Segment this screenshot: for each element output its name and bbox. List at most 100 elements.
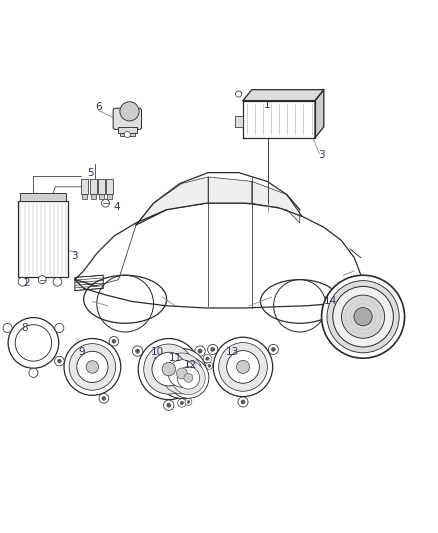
Circle shape (86, 361, 99, 373)
Circle shape (236, 91, 242, 97)
Circle shape (206, 362, 213, 369)
Text: 4: 4 (113, 201, 120, 212)
Circle shape (219, 343, 267, 391)
Circle shape (327, 280, 399, 353)
Circle shape (77, 351, 108, 383)
Polygon shape (75, 203, 361, 308)
Circle shape (187, 400, 190, 403)
FancyBboxPatch shape (113, 108, 141, 130)
Circle shape (321, 275, 405, 358)
Circle shape (162, 362, 176, 376)
Circle shape (57, 359, 61, 363)
Bar (81, 179, 88, 195)
Bar (120, 133, 134, 136)
Circle shape (55, 356, 64, 366)
Circle shape (155, 357, 158, 360)
Circle shape (102, 397, 106, 400)
Circle shape (208, 344, 218, 354)
Bar (235, 116, 243, 126)
Text: 3: 3 (71, 251, 78, 261)
Text: 5: 5 (87, 168, 93, 177)
Circle shape (102, 199, 110, 207)
Circle shape (3, 324, 12, 333)
Bar (82, 193, 88, 199)
Circle shape (124, 132, 131, 138)
Circle shape (18, 277, 27, 286)
Circle shape (166, 403, 171, 407)
Polygon shape (208, 177, 252, 203)
Circle shape (203, 354, 212, 363)
Polygon shape (252, 181, 300, 223)
Bar (118, 127, 137, 133)
Circle shape (132, 346, 143, 356)
Circle shape (354, 308, 372, 326)
Circle shape (29, 368, 38, 377)
Bar (107, 193, 112, 199)
Bar (106, 179, 113, 195)
Bar (99, 193, 104, 199)
Circle shape (53, 277, 62, 286)
Circle shape (152, 354, 161, 363)
Circle shape (152, 352, 186, 386)
Circle shape (333, 286, 393, 347)
Bar (20, 193, 66, 201)
Circle shape (185, 399, 192, 406)
Circle shape (198, 349, 202, 353)
Circle shape (55, 324, 64, 333)
Text: 2: 2 (24, 278, 30, 288)
Circle shape (271, 348, 276, 351)
Text: 11: 11 (169, 353, 182, 363)
Circle shape (164, 362, 171, 369)
Text: 3: 3 (318, 150, 325, 160)
Circle shape (164, 400, 174, 410)
Circle shape (166, 365, 169, 367)
Circle shape (64, 338, 121, 395)
Circle shape (15, 325, 52, 361)
Circle shape (8, 318, 59, 368)
Circle shape (342, 295, 385, 338)
Circle shape (157, 349, 207, 399)
Circle shape (237, 360, 250, 374)
Circle shape (211, 348, 215, 351)
Circle shape (238, 397, 248, 407)
Circle shape (144, 344, 194, 394)
Polygon shape (243, 101, 315, 138)
Circle shape (177, 367, 200, 389)
Circle shape (168, 360, 196, 387)
Text: 6: 6 (95, 102, 102, 112)
Circle shape (135, 349, 140, 353)
Circle shape (38, 276, 46, 284)
Circle shape (208, 365, 211, 367)
Circle shape (120, 102, 139, 121)
Bar (91, 193, 95, 199)
Circle shape (162, 353, 202, 394)
Circle shape (168, 358, 209, 398)
Circle shape (97, 275, 153, 332)
Polygon shape (315, 90, 324, 138)
Circle shape (241, 400, 245, 404)
Text: 1: 1 (264, 100, 270, 110)
Circle shape (177, 368, 187, 379)
Circle shape (180, 401, 184, 405)
Text: 10: 10 (151, 346, 164, 357)
Text: 9: 9 (78, 346, 85, 357)
Circle shape (172, 361, 205, 394)
Circle shape (206, 357, 209, 360)
Circle shape (138, 338, 199, 400)
Circle shape (178, 399, 186, 407)
Circle shape (213, 337, 273, 397)
Circle shape (184, 373, 193, 382)
Polygon shape (243, 90, 324, 101)
Text: 14: 14 (324, 296, 337, 306)
Text: 12: 12 (184, 360, 197, 370)
Bar (18, 201, 68, 277)
Bar (90, 179, 96, 195)
Circle shape (112, 340, 116, 343)
Circle shape (69, 344, 116, 390)
Circle shape (195, 346, 205, 356)
Bar (98, 179, 105, 195)
Circle shape (99, 393, 109, 403)
Text: 13: 13 (226, 346, 239, 357)
Polygon shape (136, 177, 208, 225)
Circle shape (274, 280, 326, 332)
